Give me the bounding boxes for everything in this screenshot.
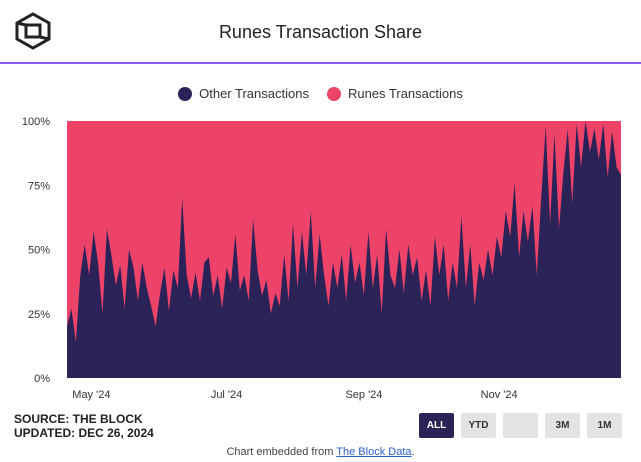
range-button-all[interactable]: ALL xyxy=(419,413,454,438)
embed-note: Chart embedded from The Block Data. xyxy=(0,446,641,458)
legend-swatch-runes xyxy=(326,86,341,101)
y-tick-label: 100% xyxy=(22,116,50,128)
embed-suffix: . xyxy=(411,446,415,458)
series-area-other xyxy=(67,121,621,378)
range-button-3m[interactable]: 3M xyxy=(545,413,580,438)
the-block-logo-icon xyxy=(15,12,51,50)
chart-legend: Other Transactions Runes Transactions xyxy=(0,86,641,101)
y-tick-label: 0% xyxy=(34,373,50,385)
range-button-blank[interactable] xyxy=(503,413,538,438)
legend-swatch-other xyxy=(178,86,193,101)
legend-label-other: Other Transactions xyxy=(199,86,309,101)
page-title: Runes Transaction Share xyxy=(218,22,423,42)
range-button-1m[interactable]: 1M xyxy=(587,413,622,438)
x-tick-label: Sep '24 xyxy=(345,389,382,401)
x-tick-label: Nov '24 xyxy=(481,389,518,401)
title-divider xyxy=(0,62,641,64)
source-note: SOURCE: THE BLOCK UPDATED: DEC 26, 2024 xyxy=(14,412,154,440)
legend-item-runes[interactable]: Runes Transactions xyxy=(326,86,463,101)
y-tick-label: 25% xyxy=(28,309,50,321)
y-tick-label: 75% xyxy=(28,180,50,192)
updated-label: UPDATED: DEC 26, 2024 xyxy=(14,426,154,440)
legend-item-other[interactable]: Other Transactions xyxy=(178,86,309,101)
x-tick-label: Jul '24 xyxy=(211,389,242,401)
x-tick-label: May '24 xyxy=(72,389,110,401)
legend-label-runes: Runes Transactions xyxy=(347,86,463,101)
range-button-ytd[interactable]: YTD xyxy=(461,413,496,438)
embed-prefix: Chart embedded from xyxy=(226,446,337,458)
y-tick-label: 50% xyxy=(28,245,50,257)
embed-link[interactable]: The Block Data xyxy=(336,446,412,458)
source-label: SOURCE: THE BLOCK xyxy=(14,412,143,426)
range-selector: ALL YTD 3M 1M xyxy=(419,413,622,438)
